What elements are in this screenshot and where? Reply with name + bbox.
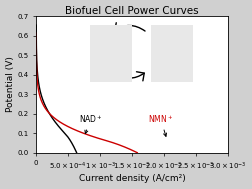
FancyArrowPatch shape [114, 72, 144, 81]
Y-axis label: Potential (V): Potential (V) [6, 57, 15, 112]
Text: NAD$^+$: NAD$^+$ [79, 113, 102, 133]
Text: NMN$^+$: NMN$^+$ [148, 113, 173, 136]
FancyArrowPatch shape [115, 23, 145, 32]
X-axis label: Current density (A/cm²): Current density (A/cm²) [79, 174, 185, 184]
Title: Biofuel Cell Power Curves: Biofuel Cell Power Curves [65, 5, 199, 15]
